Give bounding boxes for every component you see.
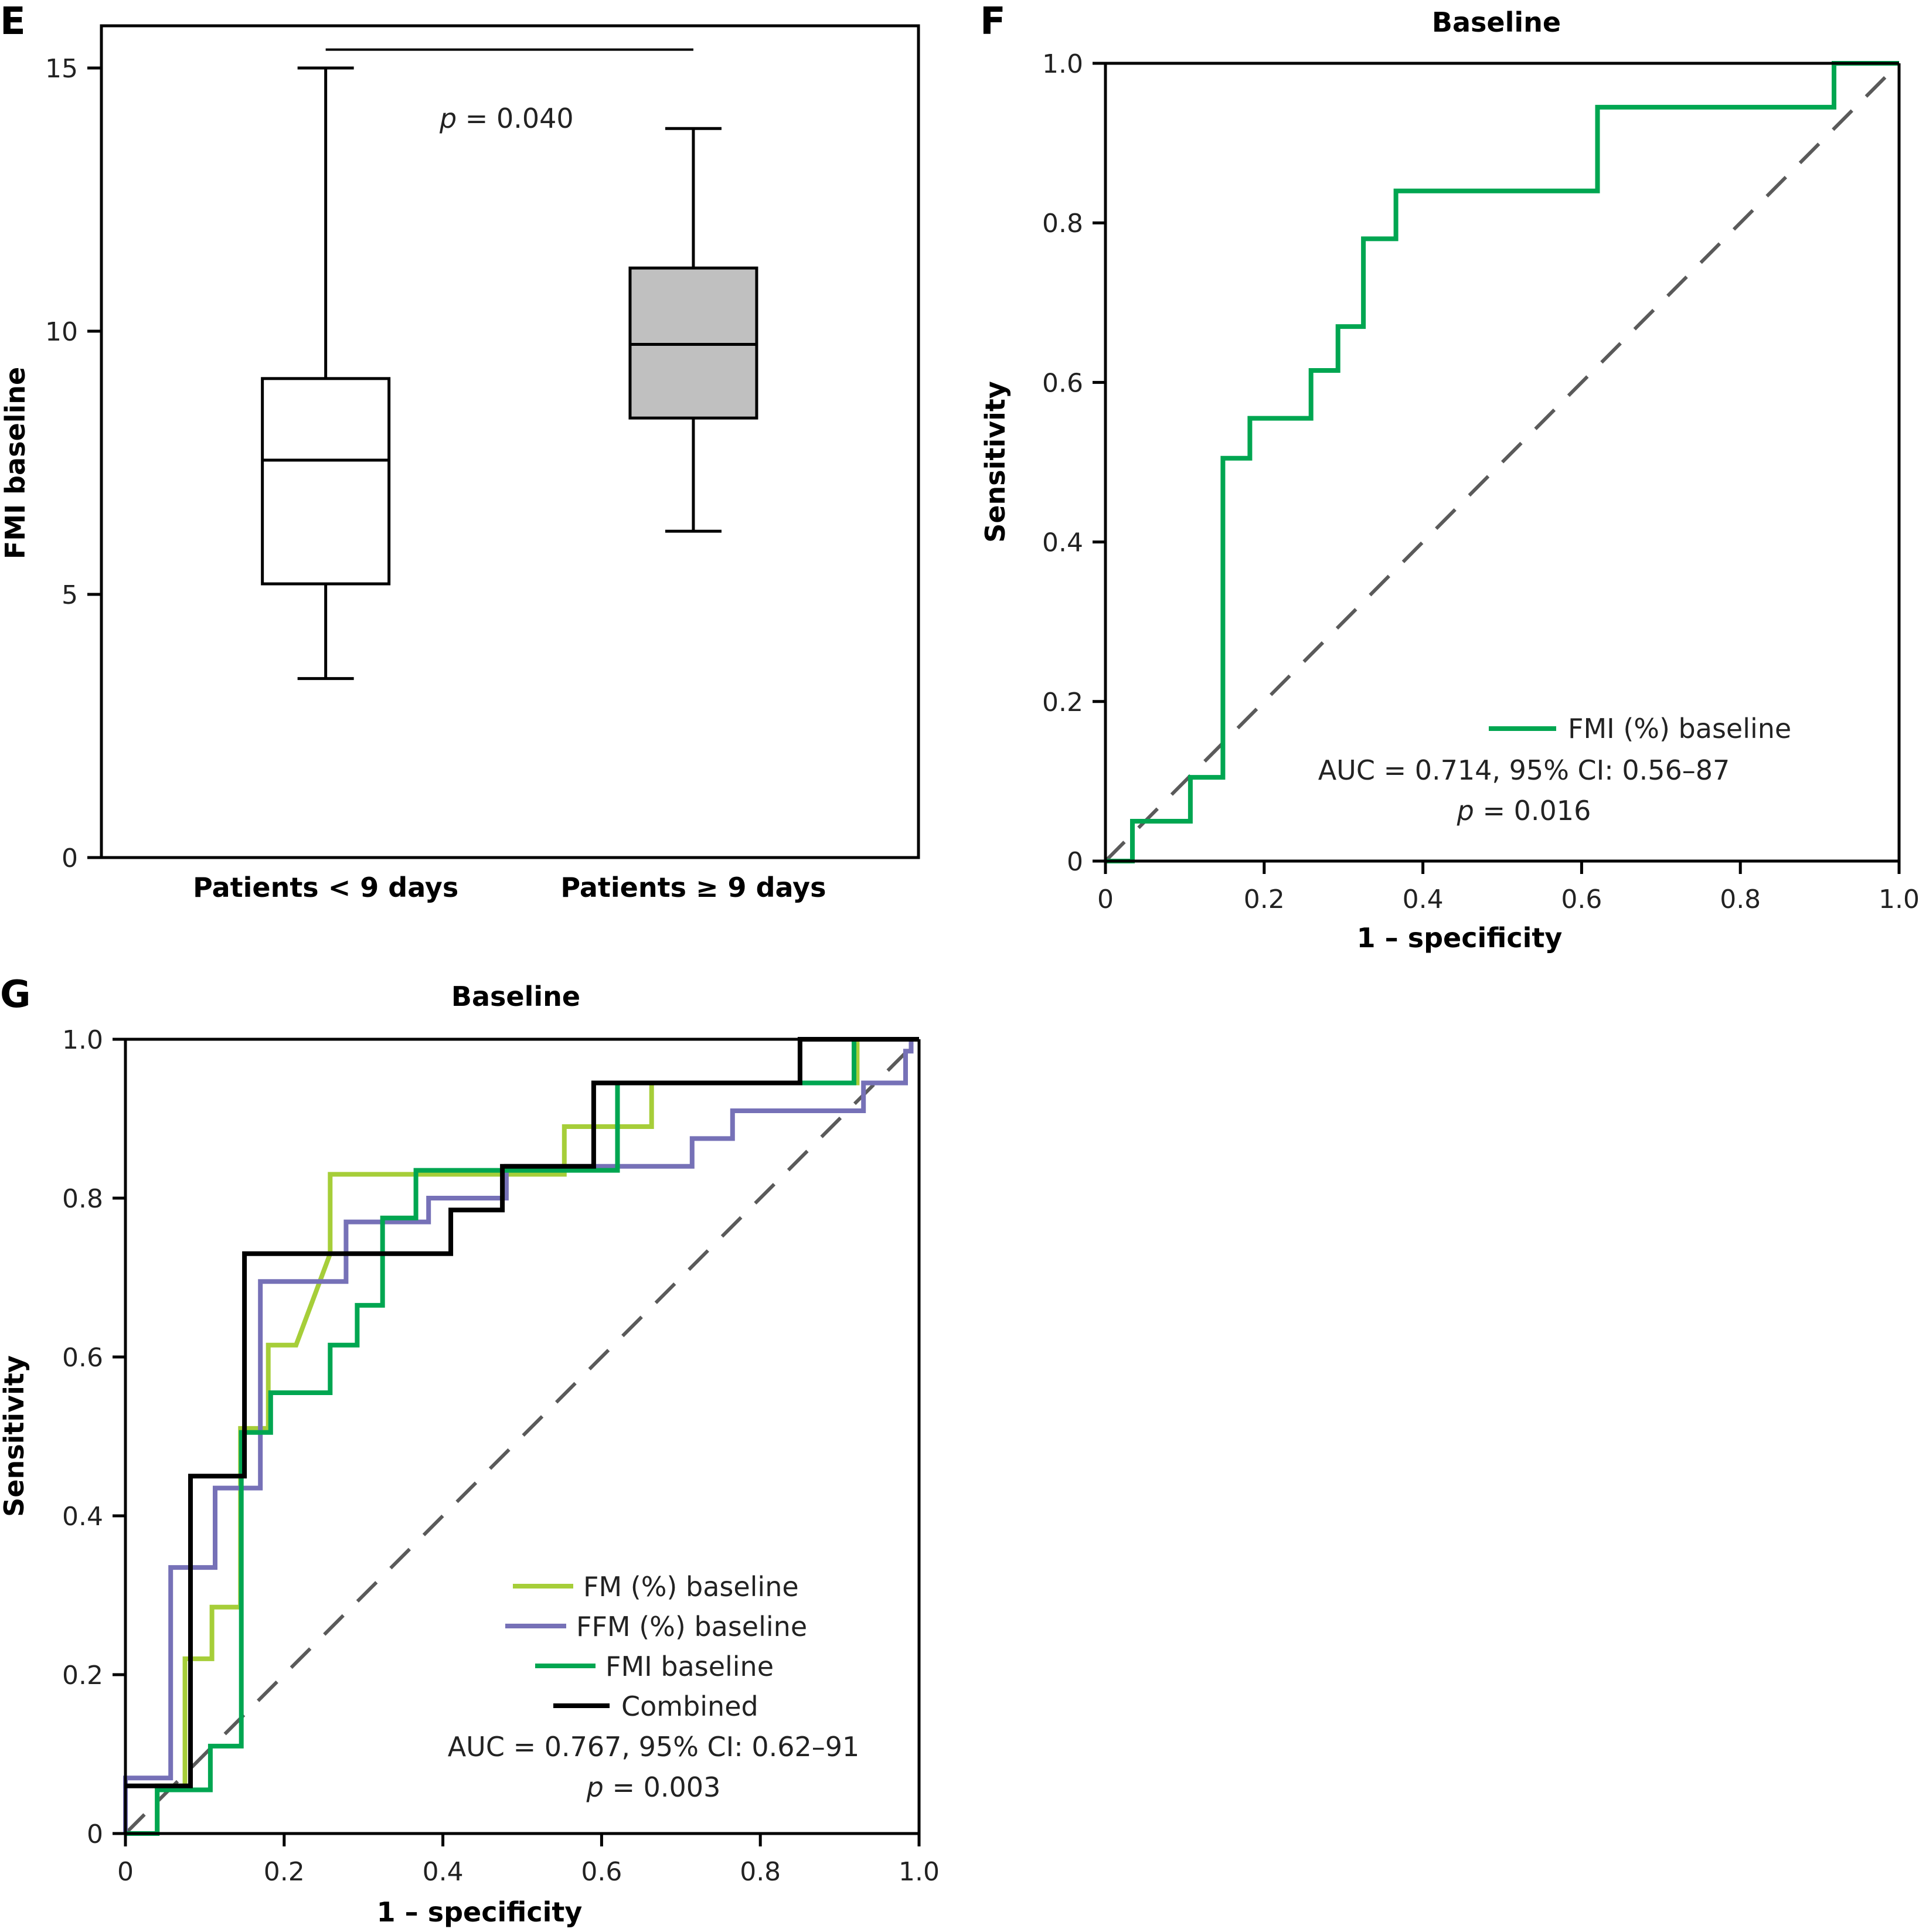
g-roc-curve-ffm-baseline xyxy=(123,1037,919,1834)
panel-f-roc: F Baseline Sensitivity 1 – specificity 0… xyxy=(979,0,1919,954)
panel-letter-f: F xyxy=(980,0,1006,43)
g-legend-label-fmi: FMI baseline xyxy=(605,1651,774,1682)
e-p-value: = 0.040 xyxy=(457,103,573,134)
f-roc-curve-fmi-baseline xyxy=(1105,61,1899,863)
e-significance: p = 0.040 xyxy=(325,48,693,134)
e-y-axis-title: FMI baseline xyxy=(0,367,31,559)
g-chart-title: Baseline xyxy=(451,981,580,1012)
g-roc-curve-fmi-baseline xyxy=(125,1037,919,1836)
g-y-axis-title: Sensitivity xyxy=(0,1355,30,1517)
f-x-tick-label: 0.2 xyxy=(1244,885,1285,914)
e-p-value-label: p = 0.040 xyxy=(439,103,574,134)
g-x-tick-label: 0.4 xyxy=(423,1857,464,1887)
g-legend-label-fm: FM (%) baseline xyxy=(583,1571,799,1603)
f-y-tick-label: 0.6 xyxy=(1042,368,1083,398)
f-x-tick-label: 1.0 xyxy=(1879,885,1919,914)
g-roc-curve-combined xyxy=(125,1037,919,1788)
g-legend-label-ffm: FFM (%) baseline xyxy=(576,1611,807,1642)
f-legend: FMI (%) baseline AUC = 0.714, 95% CI: 0.… xyxy=(1318,713,1792,826)
f-x-tick-label: 0 xyxy=(1097,885,1114,914)
f-x-tick-label: 0.4 xyxy=(1403,885,1444,914)
g-x-tick-label: 0 xyxy=(117,1857,134,1887)
g-y-tick-label: 0.2 xyxy=(62,1661,103,1690)
e-box-1 xyxy=(628,127,758,533)
g-x-tick-label: 0.2 xyxy=(264,1857,305,1887)
g-y-tick-label: 1.0 xyxy=(62,1025,103,1055)
g-x-tick-label: 0.6 xyxy=(581,1857,622,1887)
e-plot-frame xyxy=(100,24,920,859)
e-y-tick-label: 0 xyxy=(62,843,78,873)
e-x-category-label: Patients ≥ 9 days xyxy=(560,872,826,903)
g-y-tick-label: 0.4 xyxy=(62,1502,103,1532)
g-marks: 0 0.2 0.4 0.6 0.8 1.0 0 0.2 0.4 0.6 0.8 1.0 xyxy=(62,1025,940,1887)
e-y-ticks: 0 5 10 15 xyxy=(45,54,101,873)
f-y-axis-title: Sensitivity xyxy=(979,381,1011,543)
f-y-tick-label: 0.2 xyxy=(1042,688,1083,717)
e-p-symbol: p xyxy=(439,103,457,134)
g-y-tick-label: 0.6 xyxy=(62,1343,103,1373)
g-p-symbol: p xyxy=(586,1771,604,1803)
g-auc-text: AUC = 0.767, 95% CI: 0.62–91 xyxy=(448,1731,860,1763)
f-y-tick-label: 0.4 xyxy=(1042,528,1083,558)
f-p-value-text: p = 0.016 xyxy=(1457,795,1591,826)
f-auc-text: AUC = 0.714, 95% CI: 0.56–87 xyxy=(1318,754,1730,786)
g-legend-label-combined: Combined xyxy=(621,1690,758,1722)
f-x-axis-title: 1 – specificity xyxy=(1357,922,1563,954)
f-y-tick-label: 0.8 xyxy=(1042,209,1083,239)
e-marks xyxy=(100,24,920,859)
g-x-axis-title: 1 – specificity xyxy=(377,1896,583,1928)
panel-letter-e: E xyxy=(0,0,26,43)
e-x-categories: Patients < 9 days Patients ≥ 9 days xyxy=(193,872,826,903)
e-y-tick-label: 5 xyxy=(62,580,78,610)
e-box-0 xyxy=(261,66,391,681)
g-y-tick-label: 0.8 xyxy=(62,1184,103,1214)
e-y-tick-label: 10 xyxy=(45,317,78,347)
g-legend: FM (%) baseline FFM (%) baseline FMI bas… xyxy=(448,1571,860,1803)
g-x-tick-label: 1.0 xyxy=(899,1857,940,1887)
f-y-tick-label: 1.0 xyxy=(1042,49,1083,79)
e-y-tick-label: 15 xyxy=(45,54,78,84)
g-roc-curve-fm-baseline xyxy=(155,1037,919,1834)
g-p-value-text: p = 0.003 xyxy=(586,1771,721,1803)
panel-letter-g: G xyxy=(0,973,31,1016)
f-marks: 0 0.2 0.4 0.6 0.8 1.0 0 0.2 0.4 0.6 0.8 1.0 xyxy=(1042,49,1919,914)
panel-g-roc: G Baseline Sensitivity 1 – specificity 0… xyxy=(0,973,940,1928)
f-p-symbol: p xyxy=(1457,795,1474,826)
f-x-tick-label: 0.8 xyxy=(1720,885,1761,914)
e-x-category-label: Patients < 9 days xyxy=(193,872,458,903)
f-p-value: = 0.016 xyxy=(1474,795,1591,826)
f-chart-title: Baseline xyxy=(1432,6,1561,38)
f-x-tick-label: 0.6 xyxy=(1561,885,1602,914)
g-y-tick-label: 0 xyxy=(87,1819,103,1849)
g-p-value: = 0.003 xyxy=(604,1771,720,1803)
f-y-tick-label: 0 xyxy=(1067,847,1083,877)
g-x-tick-label: 0.8 xyxy=(740,1857,781,1887)
e-iqr-box xyxy=(261,377,391,586)
f-legend-label-fmi: FMI (%) baseline xyxy=(1568,713,1791,744)
